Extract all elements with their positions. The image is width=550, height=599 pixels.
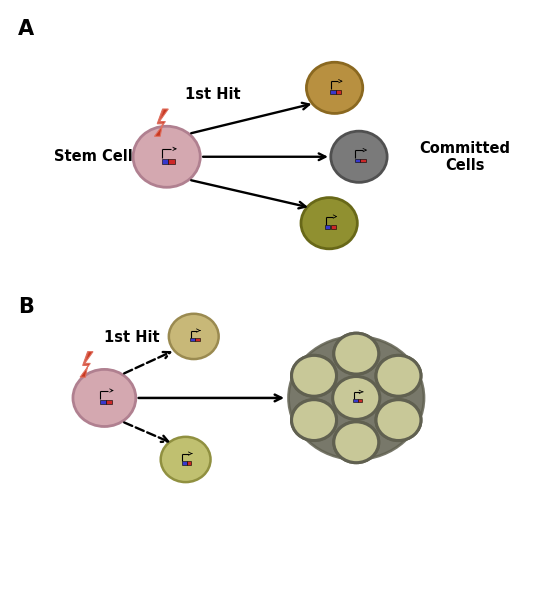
Polygon shape (155, 109, 168, 137)
Bar (187, 461, 191, 465)
Bar (354, 399, 358, 402)
Circle shape (292, 355, 337, 396)
Circle shape (292, 355, 337, 396)
Circle shape (306, 62, 363, 113)
Circle shape (301, 198, 358, 249)
Polygon shape (80, 352, 93, 377)
Text: 1st Hit: 1st Hit (103, 330, 160, 345)
Text: 1st Hit: 1st Hit (185, 87, 240, 102)
Polygon shape (157, 109, 164, 124)
Text: Stem Cell: Stem Cell (54, 149, 133, 164)
Circle shape (376, 355, 421, 396)
Bar (355, 159, 360, 162)
Circle shape (376, 400, 421, 440)
Bar (162, 159, 168, 164)
Text: B: B (18, 297, 34, 317)
Bar (100, 400, 106, 404)
Text: A: A (18, 19, 34, 39)
Bar (360, 159, 366, 162)
Bar (331, 90, 336, 93)
Bar (182, 461, 186, 465)
Circle shape (376, 355, 421, 396)
Bar (358, 399, 362, 402)
Circle shape (133, 126, 200, 187)
Circle shape (334, 422, 379, 462)
Circle shape (73, 370, 136, 426)
Bar (168, 159, 174, 164)
Bar (336, 90, 341, 93)
Bar (106, 400, 112, 404)
Bar (190, 338, 195, 341)
Circle shape (289, 337, 424, 459)
Circle shape (292, 400, 337, 440)
Polygon shape (82, 352, 89, 365)
Circle shape (334, 333, 379, 374)
Circle shape (169, 314, 219, 359)
Circle shape (334, 333, 379, 374)
Text: Committed
Cells: Committed Cells (419, 141, 510, 173)
Bar (331, 225, 336, 229)
Circle shape (333, 377, 380, 419)
Bar (325, 225, 330, 229)
Bar (195, 338, 200, 341)
Circle shape (334, 422, 379, 462)
Circle shape (331, 131, 387, 182)
Circle shape (292, 400, 337, 440)
Circle shape (161, 437, 211, 482)
Circle shape (376, 400, 421, 440)
